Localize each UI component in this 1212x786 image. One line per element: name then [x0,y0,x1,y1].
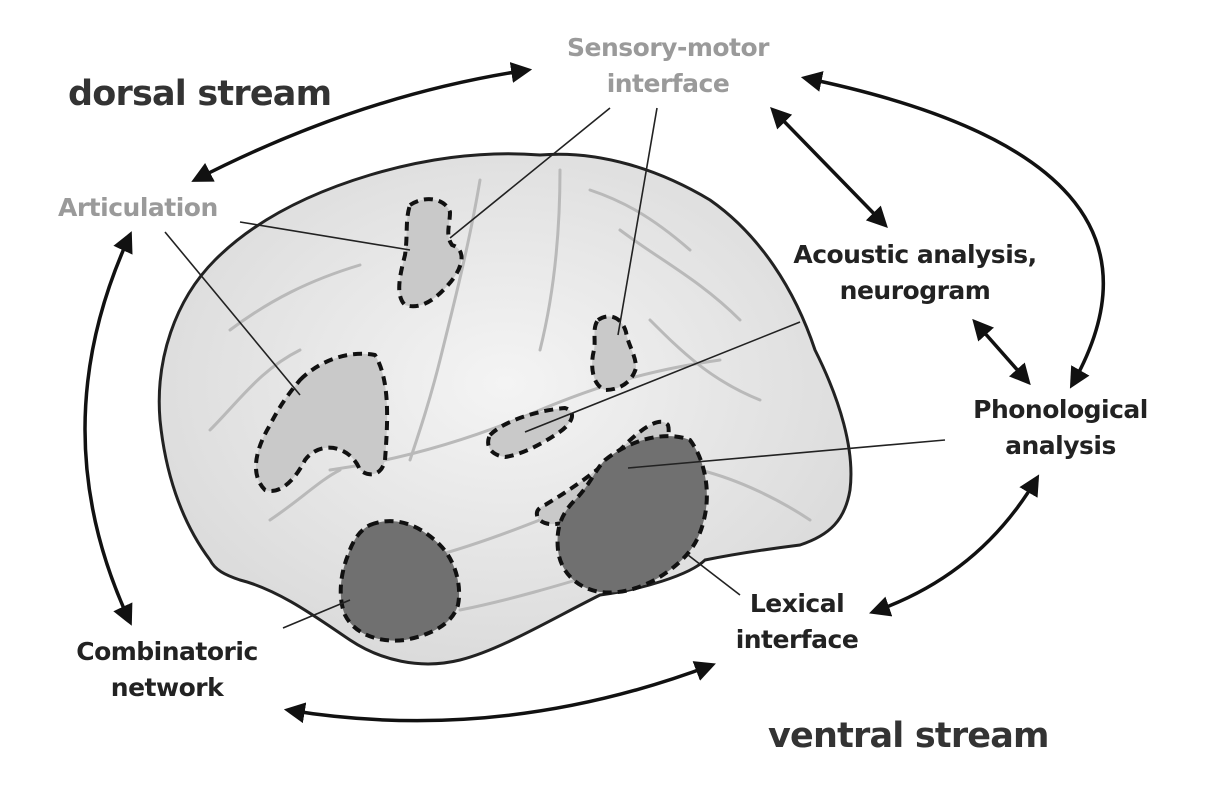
arrow-combinatoric-articulation [83,231,133,626]
acoustic-line-2: neurogram [839,275,991,305]
ventral-stream-label: ventral stream [768,716,1050,756]
sensory-motor-line-1: Sensory-motor [567,33,770,62]
lexical-line-2: interface [735,624,859,654]
phonological-line-2: analysis [1005,430,1116,460]
lexical-label: Lexical interface [722,586,872,657]
combinatoric-line-1: Combinatoric [76,637,258,666]
dorsal-stream-label: dorsal stream [68,74,332,114]
region-acoustic [486,406,574,459]
sensory-motor-line-2: interface [606,68,730,98]
combinatoric-label: Combinatoric network [62,634,272,705]
arrow-sensory-acoustic [770,106,888,229]
arrow-sensory-phonological [800,71,1106,389]
acoustic-label: Acoustic analysis, neurogram [785,237,1045,308]
region-sensory-motor-spt [590,314,638,392]
region-sensory-motor-premotor [397,197,464,309]
arrow-lexical-combinatoric [283,661,716,724]
phonological-label: Phonological analysis [958,392,1163,463]
region-lexical [555,434,709,595]
sensory-motor-label: Sensory-motor interface [558,30,778,101]
sulci [208,168,812,612]
arrow-acoustic-phonological [972,318,1031,386]
region-combinatoric [338,519,462,643]
stream-arrows [83,62,1106,724]
combinatoric-line-2: network [110,672,224,702]
region-articulation [253,351,390,493]
arrow-articulation-sensory [191,62,533,182]
ventral-regions [338,434,709,643]
lexical-line-1: Lexical [749,589,845,618]
acoustic-line-1: Acoustic analysis, [793,240,1037,269]
phonological-line-1: Phonological [973,395,1148,424]
arrow-phonological-lexical [869,474,1040,617]
articulation-label: Articulation [58,193,218,222]
